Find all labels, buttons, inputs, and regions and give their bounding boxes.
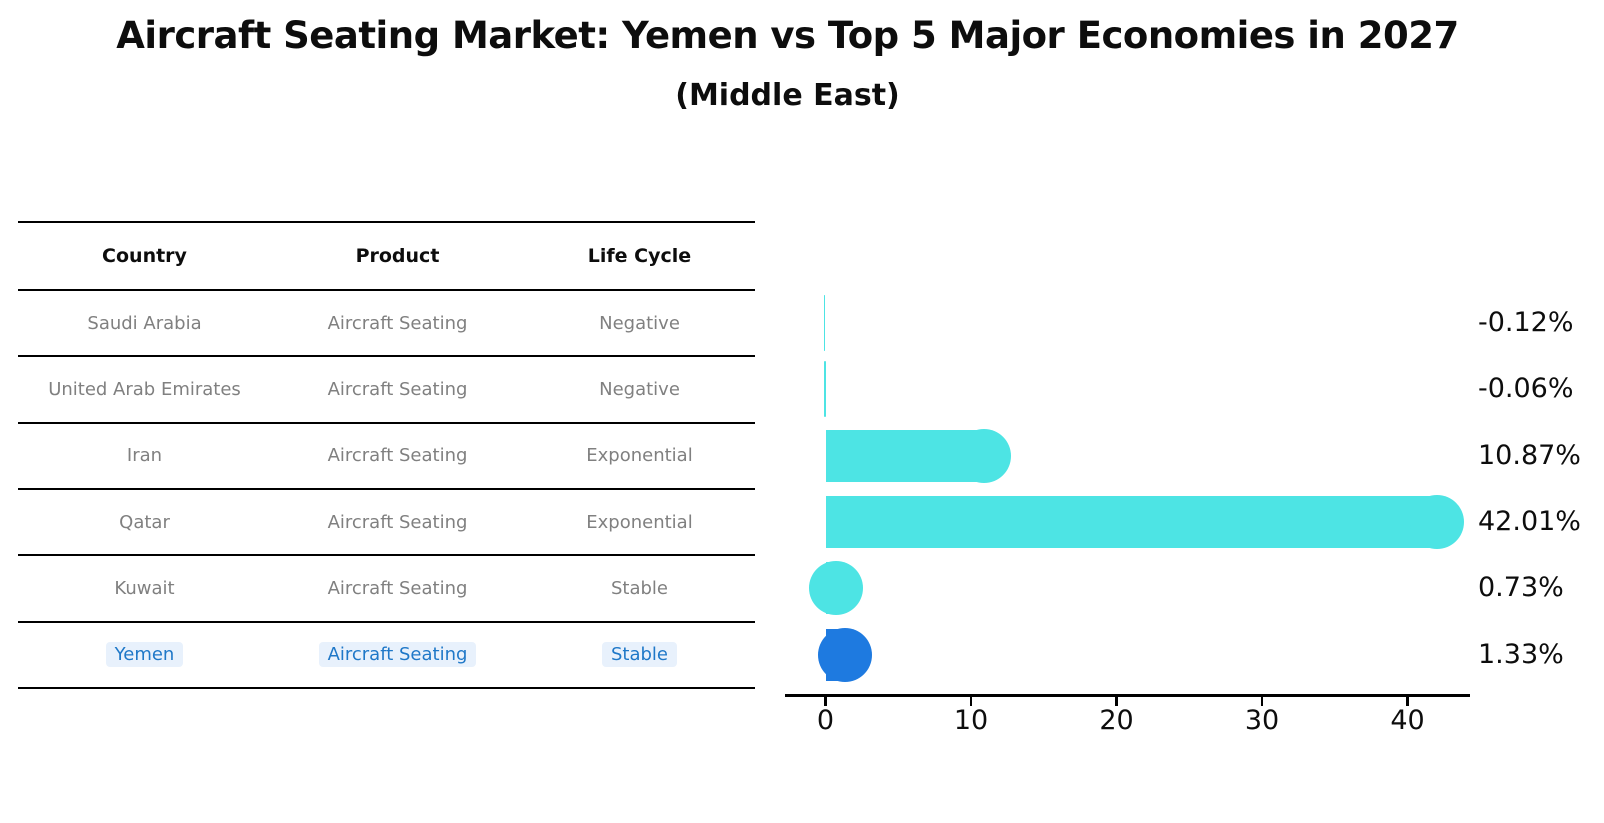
x-axis-tick (1260, 696, 1264, 706)
table-row-rule (18, 421, 755, 424)
table-row-united-arab-emirates: United Arab Emirates Aircraft Seating Nega… (18, 356, 755, 422)
bar-value-label-kuwait: 0.73% (1478, 572, 1564, 604)
table-cell-product: Aircraft Seating (271, 423, 524, 489)
bar-cap-qatar (1409, 495, 1464, 550)
x-axis-tick-label: 40 (1390, 705, 1425, 736)
table-cell-life-cycle: Exponential (524, 489, 755, 555)
table-cell-country: Iran (18, 423, 271, 489)
table-cell-country: Saudi Arabia (18, 290, 271, 356)
cell-text: Stable (610, 577, 668, 599)
cell-text: Qatar (119, 511, 170, 533)
x-axis-tick-label: 20 (1099, 705, 1134, 736)
table-header-product: Product (355, 245, 440, 267)
bar-cap-iran (956, 428, 1011, 483)
bar-value-label-yemen: 1.33% (1478, 638, 1564, 670)
cell-text: Aircraft Seating (327, 577, 468, 599)
table-header-life-cycle: Life Cycle (587, 245, 692, 267)
table-cell-product: Aircraft Seating (271, 555, 524, 621)
table-row-yemen: Yemen Aircraft Seating Stable (18, 622, 755, 688)
bar-united-arab-emirates (824, 361, 826, 418)
bar-value-label-qatar: 42.01% (1478, 506, 1581, 538)
cell-text: Aircraft Seating (327, 378, 468, 400)
cell-text: Aircraft Seating (327, 312, 468, 334)
bar-cap-kuwait (809, 561, 864, 616)
cell-text: Saudi Arabia (87, 312, 202, 334)
table-cell-country: Qatar (18, 489, 271, 555)
table-row-rule (18, 620, 755, 623)
table-row-iran: Iran Aircraft Seating Exponential (18, 423, 755, 489)
table-cell-country: Yemen (18, 622, 271, 688)
table-header-row: Country Product Life Cycle (18, 222, 755, 290)
table-header-rule (18, 289, 755, 291)
table-cell-life-cycle: Stable (524, 622, 755, 688)
chart-subtitle: (Middle East) (675, 78, 900, 113)
table-top-rule (18, 221, 755, 223)
x-axis-tick (1406, 696, 1409, 706)
table-cell-product: Aircraft Seating (271, 622, 524, 688)
cell-text: Exponential (586, 445, 693, 467)
bar-value-label-saudi-arabia: -0.12% (1478, 307, 1574, 339)
table-cell-country: United Arab Emirates (18, 356, 271, 422)
bar-cap-yemen (817, 627, 872, 682)
bar-saudi-arabia (823, 295, 826, 352)
cell-text: Negative (599, 378, 680, 400)
cell-text: Aircraft Seating (327, 445, 468, 467)
table-cell-product: Aircraft Seating (271, 489, 524, 555)
cell-text: Iran (126, 445, 163, 467)
x-axis-tick-label: 30 (1244, 705, 1280, 736)
table-row-saudi-arabia: Saudi Arabia Aircraft Seating Negative (18, 290, 755, 356)
table-row-kuwait: Kuwait Aircraft Seating Stable (18, 555, 755, 621)
table-cell-life-cycle: Exponential (524, 423, 755, 489)
cell-text: Kuwait (114, 577, 175, 599)
x-axis-tick-label: 0 (816, 705, 835, 736)
table-cell-product: Aircraft Seating (271, 290, 524, 356)
bar-value-label-united-arab-emirates: -0.06% (1478, 373, 1574, 405)
cell-text: Yemen (105, 642, 184, 668)
table-cell-country: Kuwait (18, 555, 271, 621)
cell-text: Aircraft Seating (327, 511, 468, 533)
bar-qatar (825, 496, 1437, 549)
chart-title: Aircraft Seating Market: Yemen vs Top 5 … (116, 14, 1459, 57)
table-row-rule (18, 355, 755, 358)
table-header-country: Country (102, 245, 187, 267)
cell-text: Aircraft Seating (318, 642, 477, 668)
table-cell-product: Aircraft Seating (271, 356, 524, 422)
table-row-qatar: Qatar Aircraft Seating Exponential (18, 489, 755, 555)
x-axis-tick (969, 696, 973, 706)
x-axis-tick-label: 10 (953, 705, 989, 736)
table-row-rule (18, 487, 755, 490)
table-row-rule (18, 686, 755, 689)
x-axis-tick (824, 696, 827, 706)
x-axis (785, 694, 1470, 697)
bar-value-label-iran: 10.87% (1478, 439, 1581, 471)
table-cell-life-cycle: Negative (524, 290, 755, 356)
table-cell-life-cycle: Negative (524, 356, 755, 422)
cell-text: United Arab Emirates (48, 378, 241, 400)
x-axis-tick (1115, 696, 1118, 706)
cell-text: Exponential (586, 511, 693, 533)
table-row-rule (18, 554, 755, 557)
cell-text: Negative (599, 312, 680, 334)
table-cell-life-cycle: Stable (524, 555, 755, 621)
cell-text: Stable (601, 642, 677, 668)
